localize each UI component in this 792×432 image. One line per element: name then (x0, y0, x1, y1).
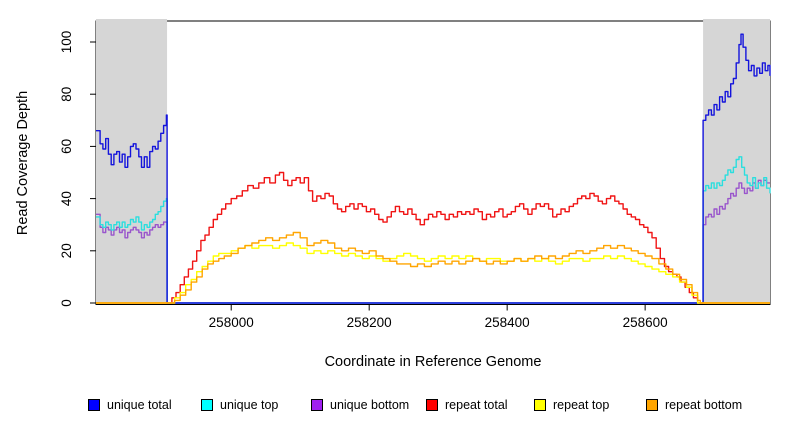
legend-swatch-icon (311, 399, 323, 411)
legend-swatch-icon (426, 399, 438, 411)
series-line-repeat-total (96, 171, 770, 304)
legend-label: repeat total (445, 398, 508, 412)
x-tick-label: 258000 (209, 315, 254, 330)
legend-swatch-icon (646, 399, 658, 411)
series-line-unique-bottom (96, 179, 770, 304)
y-tick-label: 60 (59, 139, 74, 154)
legend-label: repeat bottom (665, 398, 743, 412)
legend-swatch-icon (534, 399, 546, 411)
y-tick-label: 0 (59, 299, 74, 307)
y-axis-title: Read Coverage Depth (15, 91, 31, 235)
legend-item-repeat-bottom: repeat bottom (646, 394, 742, 416)
legend-item-unique-bottom: unique bottom (311, 394, 409, 416)
series-line-unique-total (96, 33, 771, 304)
legend-item-repeat-total: repeat total (426, 394, 508, 416)
legend-label: repeat top (553, 398, 610, 412)
masked-region-masked-left (96, 19, 168, 304)
x-axis-title: Coordinate in Reference Genome (325, 354, 542, 370)
legend-label: unique total (107, 398, 172, 412)
plot-box (95, 20, 771, 305)
legend-label: unique bottom (330, 398, 410, 412)
legend-item-unique-top: unique top (201, 394, 278, 416)
legend: unique total unique top unique bottom repea… (0, 394, 792, 418)
series-line-repeat-bottom (96, 231, 770, 304)
y-tick-label: 80 (59, 87, 74, 102)
y-tick-label: 40 (59, 191, 74, 206)
x-tick-label: 258200 (347, 315, 392, 330)
legend-swatch-icon (201, 399, 213, 411)
y-tick-label: 20 (59, 243, 74, 258)
legend-swatch-icon (88, 399, 100, 411)
plot-area: 258000 258200 258400 258600 0 20 40 60 80 100 (59, 19, 771, 330)
x-tick-label: 258400 (485, 315, 530, 330)
y-tick-label: 100 (59, 31, 74, 54)
legend-label: unique top (220, 398, 279, 412)
legend-item-unique-total: unique total (88, 394, 172, 416)
x-tick-label: 258600 (623, 315, 668, 330)
legend-item-repeat-top: repeat top (534, 394, 609, 416)
